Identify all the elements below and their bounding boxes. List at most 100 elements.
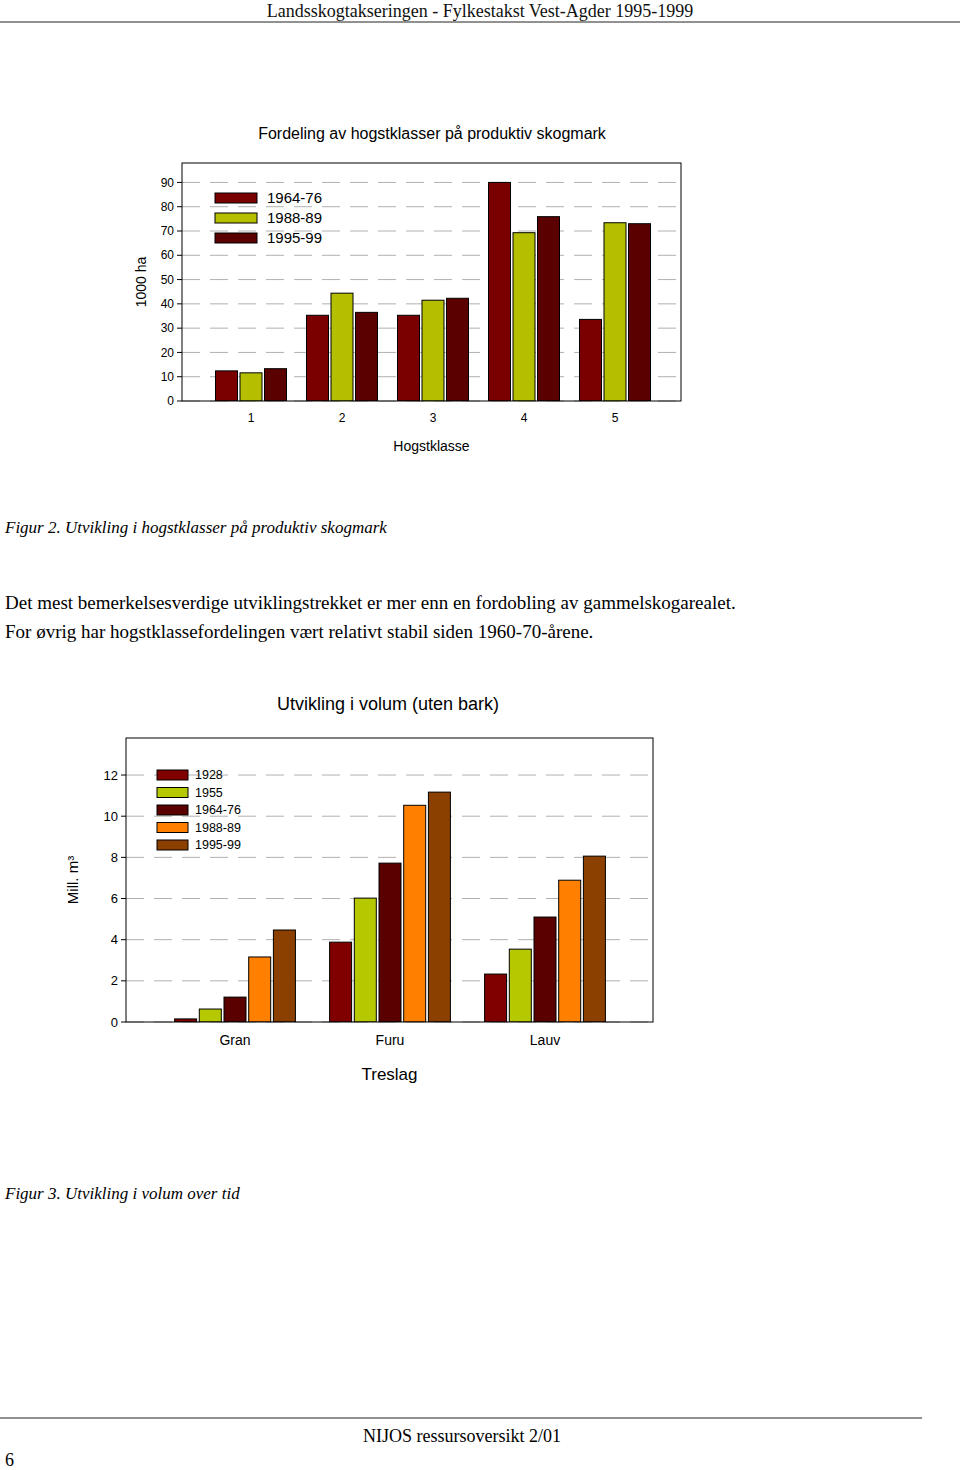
- bars: [216, 182, 651, 401]
- bar: [513, 233, 535, 401]
- legend-label: 1988-89: [195, 821, 241, 835]
- legend: 1964-76 1988-89 1995-99: [215, 189, 322, 246]
- tick-label: 60: [161, 248, 175, 262]
- page: Landsskogtakseringen - Fylkestakst Vest-…: [0, 0, 960, 1470]
- footer-text: NIJOS ressursoversikt 2/01: [363, 1426, 561, 1446]
- tick-label: 20: [161, 346, 175, 360]
- chart: Utvikling i volum (uten bark) 0 2 4 6 8 10 12 Gr…: [64, 694, 653, 1084]
- category-label: Lauv: [530, 1032, 560, 1048]
- category-label: 5: [612, 411, 619, 425]
- header-rule: [0, 22, 960, 23]
- legend-label: 1955: [195, 786, 223, 800]
- bar: [307, 315, 329, 401]
- bar: [240, 373, 262, 401]
- bar: [379, 863, 401, 1022]
- tick-label: 40: [161, 297, 175, 311]
- category-label: Gran: [219, 1032, 250, 1048]
- bar: [489, 182, 511, 401]
- bar: [404, 805, 426, 1022]
- bar: [422, 300, 444, 401]
- page-number: 6: [5, 1450, 14, 1470]
- bar: [216, 371, 238, 401]
- bar: [273, 930, 295, 1022]
- tick-label: 10: [161, 370, 175, 384]
- bar: [580, 319, 602, 401]
- background: [0, 0, 960, 1470]
- tick-label: 30: [161, 321, 175, 335]
- category-label: Furu: [376, 1032, 405, 1048]
- bar: [559, 880, 581, 1022]
- x-axis-label: Hogstklasse: [393, 438, 469, 454]
- bar: [265, 369, 287, 401]
- category-label: 4: [521, 411, 528, 425]
- tick-mark: [121, 939, 126, 940]
- tick-mark: [177, 182, 182, 183]
- tick-label: 80: [161, 200, 175, 214]
- tick-mark: [121, 775, 126, 776]
- plot-frame: [182, 163, 681, 401]
- tick-mark: [177, 206, 182, 207]
- figure-caption: Figur 2. Utvikling i hogstklasser på pro…: [4, 518, 387, 537]
- tick-label: 4: [111, 932, 118, 947]
- tick-label: 50: [161, 273, 175, 287]
- bar: [249, 957, 271, 1022]
- chart-title: Fordeling av hogstklasser på produktiv s…: [258, 125, 607, 142]
- bar: [428, 792, 450, 1022]
- legend-swatch: [157, 805, 188, 815]
- bar: [538, 217, 560, 401]
- paragraph-line: Det mest bemerkelsesverdige utviklingstr…: [5, 592, 736, 613]
- bar: [509, 949, 531, 1022]
- tick-mark: [177, 231, 182, 232]
- chart: Fordeling av hogstklasser på produktiv s…: [133, 125, 681, 454]
- bar: [224, 997, 246, 1022]
- bar: [629, 224, 651, 401]
- legend-label: 1964-76: [195, 803, 241, 817]
- tick-label: 8: [111, 850, 118, 865]
- paragraph-line: For øvrig har hogstklassefordelingen vær…: [5, 621, 593, 642]
- tick-mark: [121, 857, 126, 858]
- category-label: 1: [248, 411, 255, 425]
- tick-mark: [121, 898, 126, 899]
- tick-mark: [177, 328, 182, 329]
- chart-title: Utvikling i volum (uten bark): [277, 694, 499, 714]
- y-axis-label: 1000 ha: [133, 256, 149, 307]
- legend: 192819551964-761988-891995-99: [157, 768, 241, 852]
- bar: [485, 974, 507, 1022]
- tick-mark: [177, 376, 182, 377]
- tick-mark: [121, 816, 126, 817]
- x-axis-label: Treslag: [361, 1065, 417, 1084]
- legend-label: 1964-76: [267, 189, 322, 206]
- y-axis-label: Mill. m³: [64, 856, 81, 904]
- tick-mark: [121, 980, 126, 981]
- legend-swatch: [215, 213, 257, 223]
- tick-label: 0: [111, 1015, 118, 1030]
- tick-mark: [177, 303, 182, 304]
- tick-label: 12: [104, 768, 118, 783]
- tick-label: 2: [111, 973, 118, 988]
- header-title: Landsskogtakseringen - Fylkestakst Vest-…: [267, 1, 694, 21]
- legend-label: 1995-99: [267, 229, 322, 246]
- grid-line: [182, 206, 681, 207]
- bar: [604, 223, 626, 401]
- bar: [354, 898, 376, 1022]
- tick-label: 6: [111, 891, 118, 906]
- legend-label: 1988-89: [267, 209, 322, 226]
- bar: [331, 293, 353, 401]
- legend-swatch: [157, 840, 188, 850]
- grid-line: [182, 182, 681, 183]
- legend-swatch: [157, 788, 188, 798]
- bar: [398, 315, 420, 401]
- tick-label: 90: [161, 176, 175, 190]
- legend-swatch: [215, 233, 257, 243]
- tick-label: 0: [167, 394, 174, 408]
- plot-frame: [126, 738, 653, 1022]
- tick-mark: [121, 1022, 126, 1023]
- bar: [534, 917, 556, 1022]
- bar: [199, 1009, 221, 1022]
- bars: [175, 792, 606, 1022]
- category-label: 2: [339, 411, 346, 425]
- tick-label: 10: [104, 809, 118, 824]
- tick-label: 70: [161, 224, 175, 238]
- legend-swatch: [157, 823, 188, 833]
- tick-mark: [177, 255, 182, 256]
